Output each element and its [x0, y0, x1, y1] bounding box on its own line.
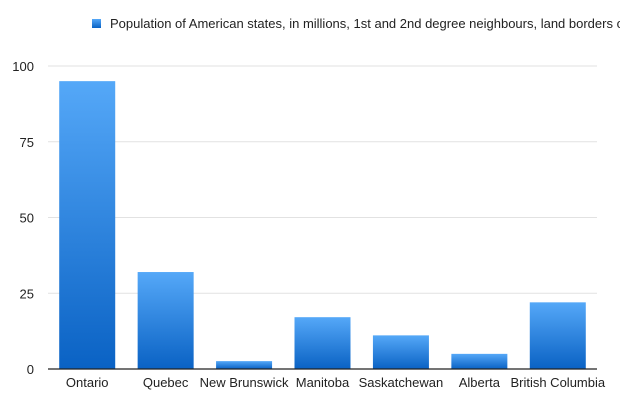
x-tick-label: Saskatchewan — [359, 375, 444, 390]
x-tick-label: Alberta — [459, 375, 501, 390]
legend-label: Population of American states, in millio… — [110, 16, 620, 31]
x-tick-label: Quebec — [143, 375, 189, 390]
y-tick-label: 50 — [20, 211, 34, 226]
legend-swatch — [92, 19, 101, 28]
y-tick-label: 0 — [27, 362, 34, 377]
bar-alberta — [451, 353, 508, 369]
x-tick-label: Manitoba — [296, 375, 350, 390]
bar-quebec — [137, 272, 194, 369]
y-tick-label: 100 — [12, 59, 34, 74]
bar-manitoba — [294, 317, 351, 369]
x-tick-label: Ontario — [66, 375, 109, 390]
bar-new-brunswick — [216, 361, 273, 369]
x-tick-label: British Columbia — [510, 375, 605, 390]
bar-british-columbia — [529, 302, 586, 369]
bar-ontario — [59, 81, 116, 370]
y-tick-label: 75 — [20, 135, 34, 150]
y-tick-label: 25 — [20, 286, 34, 301]
bar-saskatchewan — [372, 335, 429, 369]
x-tick-label: New Brunswick — [200, 375, 289, 390]
